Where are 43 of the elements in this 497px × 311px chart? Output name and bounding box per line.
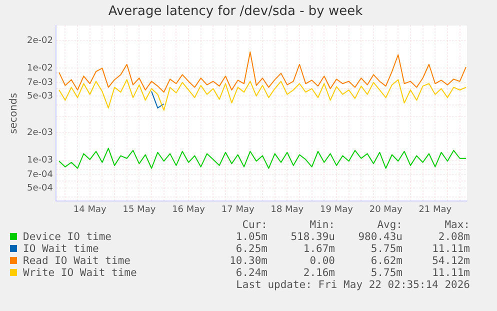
text: Cur:: [241, 219, 268, 231]
text: Min:: [308, 219, 335, 231]
x-tick-label: 19 May: [320, 204, 354, 215]
legend-label: IO Wait time: [22, 243, 100, 255]
text: 2.16m: [302, 267, 335, 279]
text: Avg:: [376, 219, 402, 231]
chart-title: Average latency for /dev/sda - by week: [108, 4, 364, 20]
y-tick-label: 5e-03: [26, 91, 53, 102]
text: 5.75m: [370, 243, 402, 255]
legend-label: Device IO time: [22, 231, 113, 243]
y-tick-label: 2e-02: [26, 36, 53, 46]
x-tick-label: 21 May: [418, 204, 452, 215]
y-tick-label: 1e-02: [26, 64, 53, 74]
legend-label: Write IO Wait time: [22, 267, 138, 279]
legend-label: Read IO Wait time: [22, 255, 132, 267]
x-tick-label: 15 May: [122, 204, 156, 215]
x-tick-label: 17 May: [221, 204, 255, 215]
x-tick-label: 16 May: [172, 204, 206, 215]
y-tick-label: 7e-03: [26, 78, 53, 88]
text: 6.62m: [370, 255, 402, 267]
text: 11.11m: [431, 267, 470, 279]
text: 0.00: [308, 255, 335, 267]
y-tick-label: 2e-03: [26, 128, 53, 138]
text: 2.08m: [437, 231, 470, 243]
text: 6.25m: [234, 243, 268, 255]
text: 11.11m: [431, 243, 470, 255]
text: 980.43u: [357, 231, 402, 243]
text: 54.12m: [431, 255, 470, 267]
text: 5.75m: [370, 267, 402, 279]
text: 6.24m: [234, 267, 268, 279]
y-tick-label: 7e-04: [26, 170, 54, 180]
text: 1.05m: [234, 231, 268, 243]
text: 10.30m: [228, 255, 268, 267]
text: Max:: [444, 219, 470, 231]
text: 1.67m: [302, 243, 335, 255]
text: Last update: Fri May 22 02:35:14 2026: [235, 279, 470, 291]
x-tick-label: 20 May: [369, 204, 403, 215]
text: 518.39u: [290, 231, 335, 243]
x-tick-label: 18 May: [270, 204, 304, 215]
x-tick-label: 14 May: [73, 204, 108, 215]
y-tick-label: 1e-03: [26, 156, 53, 166]
y-tick-label: 5e-04: [26, 183, 54, 194]
y-axis-title: seconds: [8, 92, 20, 134]
